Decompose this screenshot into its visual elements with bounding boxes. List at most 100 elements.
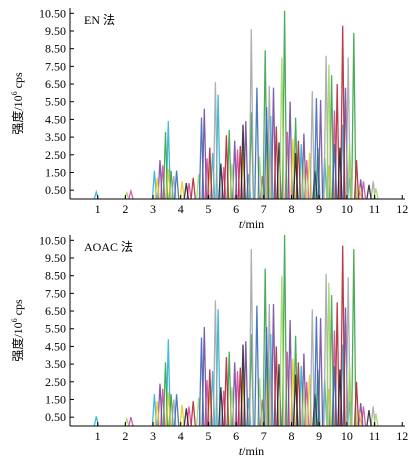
y-tick-label: 7.50 [45, 286, 66, 300]
x-tick-label: 10 [341, 429, 353, 443]
peak [353, 381, 360, 427]
peak [313, 98, 320, 200]
x-tick-label: 2 [122, 429, 128, 443]
x-tick-label: 10 [341, 202, 353, 216]
panel-title: AOAC 法 [84, 240, 133, 254]
series-9 [124, 57, 379, 200]
peak [279, 275, 285, 427]
x-axis-label: t/min [239, 444, 264, 458]
peak [240, 124, 246, 200]
x-tick-label: 6 [233, 429, 239, 443]
y-tick-label: 10.50 [39, 233, 66, 247]
peak [309, 309, 315, 427]
y-tick-label: 9.50 [45, 24, 66, 38]
x-axis-unit: /min [242, 217, 264, 231]
peak [229, 387, 235, 427]
y-axis-label: 强度/106 cps [10, 299, 25, 362]
peak [190, 401, 196, 427]
peak [331, 144, 338, 200]
x-tick-label: 7 [261, 429, 267, 443]
y-axis-exponent: 6 [10, 91, 19, 95]
y-tick-label: 3.50 [45, 357, 66, 371]
peak [218, 387, 224, 427]
series-group [93, 10, 379, 200]
peak [334, 83, 340, 200]
y-tick-label: 0.50 [45, 410, 66, 424]
peak [339, 25, 346, 200]
peak [183, 183, 190, 200]
peak [351, 249, 357, 427]
peak [179, 404, 185, 427]
peak [173, 170, 180, 200]
chart-panel-2: 0.50 1.50 2.50 3.50 4.50 5.50 6.50 7.50 8.50 9.50… [10, 233, 408, 458]
y-tick-label: 3.50 [45, 130, 66, 144]
peak [317, 318, 324, 427]
peak [292, 152, 299, 200]
peak [279, 57, 285, 200]
peak [331, 365, 338, 427]
x-tick-label: 8 [288, 429, 294, 443]
y-tick-label: 5.50 [45, 95, 66, 109]
chart-panel-1: 0.50 1.50 2.50 3.50 4.50 5.50 6.50 7.50 8.50 9.50… [10, 6, 408, 231]
peak [301, 161, 307, 200]
series-10 [173, 305, 338, 427]
peak [128, 188, 134, 200]
peak [357, 402, 364, 427]
y-axis-label: 强度/106 cps [10, 72, 25, 135]
peak [254, 305, 260, 427]
y-tick-label: 6.50 [45, 77, 66, 91]
y-tick-label: 4.50 [45, 339, 66, 353]
peak [262, 50, 268, 200]
peak [183, 408, 190, 427]
peak [154, 177, 160, 200]
peak [154, 401, 160, 427]
x-tick-label: 11 [369, 429, 381, 443]
peak [229, 163, 235, 200]
y-tick-label: 5.50 [45, 322, 66, 336]
x-tick-label: 8 [288, 202, 294, 216]
x-tick-label: 12 [396, 429, 408, 443]
y-tick-label: 8.50 [45, 42, 66, 56]
x-tick-label: 3 [150, 202, 156, 216]
y-tick-label: 7.50 [45, 59, 66, 73]
x-tick-label: 6 [233, 202, 239, 216]
x-axis-symbol: t [239, 444, 243, 458]
peak [179, 181, 185, 200]
peak [334, 302, 340, 427]
peak [263, 326, 270, 427]
series-9 [124, 275, 379, 427]
x-tick-label: 5 [205, 429, 211, 443]
y-tick-label: 4.50 [45, 112, 66, 126]
peak [248, 249, 255, 427]
y-axis-prefix: 强度/10 [10, 322, 25, 361]
peak [351, 32, 357, 200]
series-6 [190, 25, 360, 200]
peak [248, 29, 255, 200]
peak [128, 417, 134, 427]
y-tick-label: 2.50 [45, 375, 66, 389]
x-tick-label: 9 [316, 429, 322, 443]
y-tick-label: 0.50 [45, 183, 66, 197]
x-tick-label: 5 [205, 202, 211, 216]
peak [165, 392, 172, 427]
peak [337, 147, 343, 200]
x-tick-label: 7 [261, 202, 267, 216]
peak [353, 160, 360, 200]
y-axis-unit: cps [11, 72, 25, 91]
panel-title: EN 法 [84, 13, 115, 27]
peak [223, 356, 230, 427]
peak [207, 147, 213, 200]
peak [254, 87, 260, 200]
peak [263, 106, 270, 200]
x-tick-label: 3 [150, 429, 156, 443]
series-group [93, 234, 379, 427]
y-axis-unit: cps [11, 299, 25, 318]
peak [339, 245, 346, 427]
peak [366, 184, 372, 200]
peak [366, 410, 372, 427]
y-tick-label: 8.50 [45, 269, 66, 283]
x-tick-label: 2 [122, 202, 128, 216]
peak [337, 369, 343, 427]
peak [373, 413, 379, 427]
